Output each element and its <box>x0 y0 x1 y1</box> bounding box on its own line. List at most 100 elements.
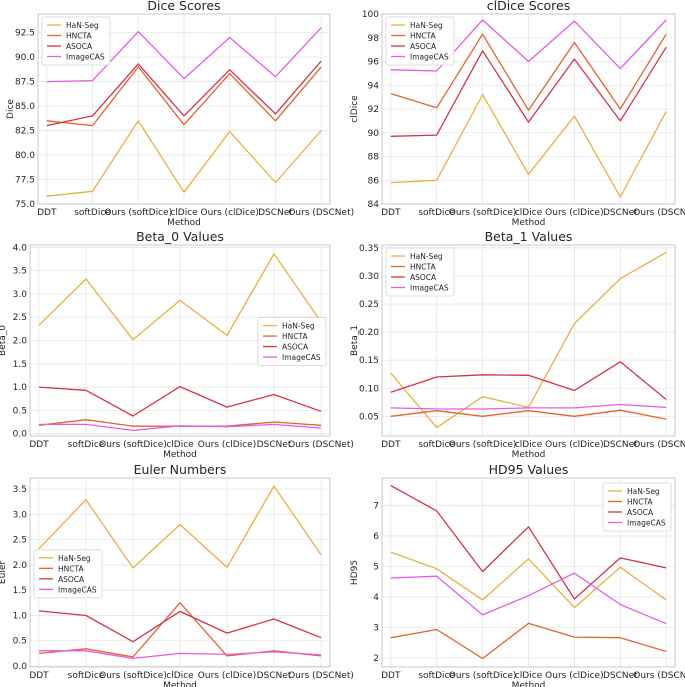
y-tick-label: 3 <box>373 623 379 633</box>
y-tick-label: 94 <box>368 81 380 91</box>
legend-label-asoca: ASOCA <box>66 42 93 51</box>
chart-title: Beta_0 Values <box>136 229 224 244</box>
legend-label-imagecas: ImageCAS <box>66 53 105 62</box>
y-axis-label: HD95 <box>350 560 360 585</box>
legend-box <box>257 317 327 366</box>
legend-label-han-seg: HaN-Seg <box>410 252 443 261</box>
x-axis-label: Method <box>163 450 197 460</box>
y-tick-label: 88 <box>368 153 380 163</box>
legend-label-han-seg: HaN-Seg <box>410 21 443 30</box>
x-axis-label: Method <box>512 218 546 228</box>
y-tick-label: 4.0 <box>13 243 28 253</box>
y-tick-label: 0.25 <box>359 300 379 310</box>
y-tick-label: 98 <box>368 34 380 44</box>
x-tick-label: DDT <box>29 440 49 450</box>
x-tick-label: DSCNet <box>603 208 638 218</box>
y-tick-label: 85.0 <box>15 102 35 112</box>
axes-frame <box>381 244 676 437</box>
y-tick-label: 84 <box>368 200 380 210</box>
x-tick-label: clDice <box>515 440 543 450</box>
series-line-imagecas <box>39 423 322 432</box>
legend-label-han-seg: HaN-Seg <box>282 322 315 331</box>
y-tick-label: 0.5 <box>13 406 27 416</box>
x-tick-label: Ours (clDice) <box>545 208 603 218</box>
chart-title: Euler Numbers <box>134 462 227 477</box>
y-tick-label: 2.0 <box>13 561 28 571</box>
x-tick-label: Ours (clDice) <box>198 440 256 450</box>
y-tick-label: 3.5 <box>13 267 27 277</box>
y-axis-label: Dice <box>6 99 16 119</box>
legend-label-imagecas: ImageCAS <box>282 353 321 362</box>
legend-label-han-seg: HaN-Seg <box>627 487 660 496</box>
y-tick-label: 7 <box>373 501 379 511</box>
y-tick-label: 0.0 <box>13 662 28 672</box>
y-tick-label: 0.10 <box>359 384 379 394</box>
y-tick-label: 6 <box>373 532 379 542</box>
y-tick-label: 100 <box>362 10 379 20</box>
series-line-han-seg <box>390 94 667 198</box>
chart-title: Beta_1 Values <box>485 229 573 244</box>
y-tick-label: 0.20 <box>359 328 379 338</box>
x-tick-label: clDice <box>515 671 543 681</box>
legend-box <box>41 16 111 66</box>
x-tick-label: Ours (DSCNet) <box>288 440 354 450</box>
y-tick-label: 92 <box>368 105 379 115</box>
legend-label-asoca: ASOCA <box>282 343 309 352</box>
x-tick-label: softDice <box>68 440 105 450</box>
y-tick-label: 90.0 <box>15 53 35 63</box>
y-tick-label: 2 <box>373 654 379 664</box>
legend-label-asoca: ASOCA <box>410 42 437 51</box>
axes-frame <box>381 477 676 668</box>
x-tick-label: DSCNet <box>257 440 292 450</box>
axes-frame <box>29 244 331 437</box>
chart-title: clDice Scores <box>487 0 571 13</box>
chart-title: HD95 Values <box>489 462 569 477</box>
y-axis-label: Beta_1 <box>350 325 360 356</box>
x-tick-label: Ours (clDice) <box>201 208 259 218</box>
x-tick-label: Ours (clDice) <box>198 671 256 681</box>
x-tick-label: clDice <box>170 208 198 218</box>
series-line-asoca <box>390 485 667 600</box>
legend-label-han-seg: HaN-Seg <box>66 21 99 30</box>
y-tick-label: 1.5 <box>13 360 27 370</box>
series-line-asoca <box>38 385 322 417</box>
legend-label-hncta: HNCTA <box>66 32 92 41</box>
x-tick-label: Ours (softDice) <box>99 671 167 681</box>
series-line-asoca <box>390 361 667 401</box>
x-tick-label: Ours (clDice) <box>545 671 603 681</box>
x-axis-label: Method <box>163 681 197 687</box>
x-tick-label: DSCNet <box>603 440 638 450</box>
series-line-han-seg <box>390 551 667 609</box>
x-tick-label: clDice <box>515 208 543 218</box>
axes-frame <box>381 13 676 205</box>
y-axis-label: clDice <box>350 95 360 123</box>
legend-label-imagecas: ImageCAS <box>627 519 666 528</box>
y-tick-label: 0.5 <box>13 637 27 647</box>
x-axis-label: Method <box>512 450 546 460</box>
x-tick-label: softDice <box>418 208 455 218</box>
x-tick-label: softDice <box>74 208 111 218</box>
x-axis-label: Method <box>167 218 201 228</box>
legend-label-hncta: HNCTA <box>58 564 84 573</box>
y-tick-label: 0.15 <box>359 356 379 366</box>
y-axis-label: Beta_0 <box>0 325 8 356</box>
y-tick-label: 3.5 <box>13 485 27 495</box>
series-line-hncta <box>46 66 322 127</box>
x-tick-label: softDice <box>418 440 455 450</box>
x-axis-label: Method <box>512 681 546 687</box>
y-tick-label: 0.30 <box>359 272 379 282</box>
x-tick-label: DDT <box>381 671 401 681</box>
legend-label-imagecas: ImageCAS <box>58 585 97 594</box>
y-tick-label: 77.5 <box>15 176 35 186</box>
axes-frame <box>29 477 331 668</box>
x-tick-label: DDT <box>29 671 49 681</box>
y-tick-label: 3.0 <box>13 510 28 520</box>
